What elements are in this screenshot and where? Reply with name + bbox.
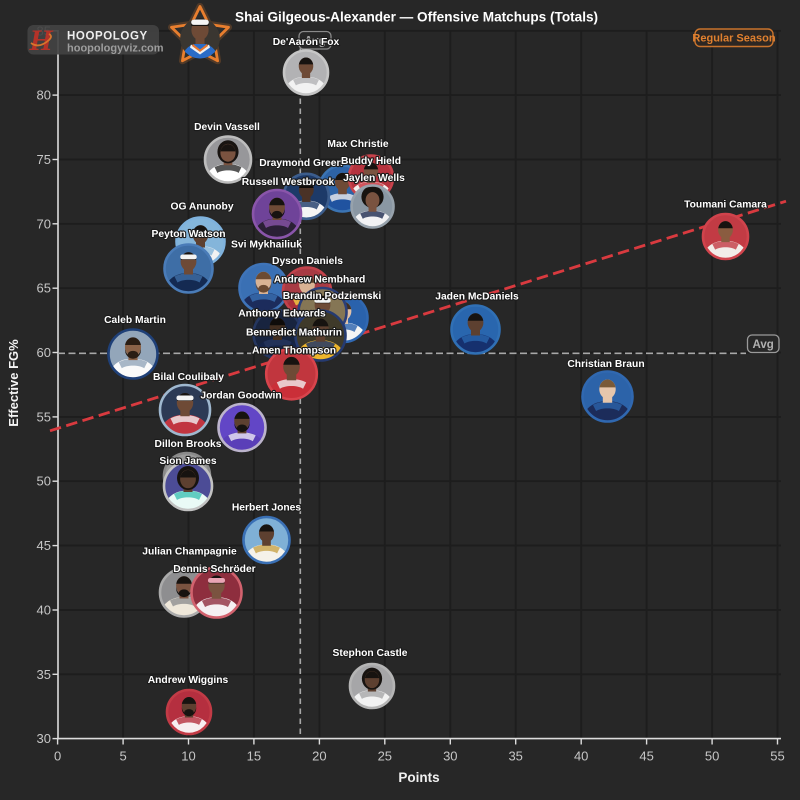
svg-text:45: 45	[37, 538, 51, 553]
svg-text:80: 80	[37, 88, 51, 103]
svg-text:75: 75	[37, 152, 51, 167]
svg-text:Points: Points	[398, 770, 439, 785]
svg-text:50: 50	[37, 474, 51, 489]
svg-text:35: 35	[37, 667, 51, 682]
svg-text:Caleb Martin: Caleb Martin	[104, 315, 166, 326]
svg-text:Andrew Wiggins: Andrew Wiggins	[148, 675, 229, 686]
svg-text:Toumani Camara: Toumani Camara	[684, 200, 767, 211]
svg-text:Russell Westbrook: Russell Westbrook	[242, 177, 335, 188]
svg-text:Bennedict Mathurin: Bennedict Mathurin	[246, 328, 342, 339]
svg-text:Draymond Green: Draymond Green	[259, 158, 343, 169]
svg-text:Jaden McDaniels: Jaden McDaniels	[435, 292, 519, 303]
svg-text:0: 0	[54, 749, 61, 764]
svg-text:20: 20	[312, 749, 326, 764]
svg-text:Dennis Schröder: Dennis Schröder	[173, 564, 255, 575]
svg-text:De'Aaron Fox: De'Aaron Fox	[273, 37, 340, 48]
svg-text:40: 40	[37, 603, 51, 618]
svg-text:50: 50	[705, 749, 719, 764]
svg-text:Buddy Hield: Buddy Hield	[341, 156, 401, 167]
svg-text:Bilal Coulibaly: Bilal Coulibaly	[153, 372, 224, 383]
svg-text:70: 70	[37, 216, 51, 231]
svg-text:Svi Mykhailiuk: Svi Mykhailiuk	[231, 240, 302, 251]
svg-text:65: 65	[37, 281, 51, 296]
svg-text:Jaylen Wells: Jaylen Wells	[343, 173, 405, 184]
svg-text:10: 10	[181, 749, 195, 764]
svg-text:Regular Season: Regular Season	[692, 33, 775, 45]
svg-text:Dillon Brooks: Dillon Brooks	[155, 439, 222, 450]
svg-text:Effective FG%: Effective FG%	[6, 339, 21, 427]
svg-text:40: 40	[574, 749, 588, 764]
svg-text:Christian Braun: Christian Braun	[567, 359, 644, 370]
svg-text:5: 5	[119, 749, 126, 764]
svg-text:Julian Champagnie: Julian Champagnie	[142, 547, 237, 558]
svg-text:Avg: Avg	[753, 339, 774, 351]
svg-text:Peyton Watson: Peyton Watson	[152, 229, 226, 240]
svg-text:55: 55	[37, 409, 51, 424]
svg-text:H: H	[28, 24, 54, 57]
svg-text:Shai Gilgeous-Alexander — Offe: Shai Gilgeous-Alexander — Offensive Matc…	[235, 10, 598, 25]
svg-text:15: 15	[247, 749, 261, 764]
svg-text:Max Christie: Max Christie	[327, 139, 389, 150]
svg-text:60: 60	[37, 345, 51, 360]
svg-text:Jordan Goodwin: Jordan Goodwin	[200, 391, 281, 402]
svg-text:Avg: Avg	[304, 35, 325, 47]
svg-text:35: 35	[508, 749, 522, 764]
svg-text:45: 45	[639, 749, 653, 764]
svg-text:HOOPOLOGY: HOOPOLOGY	[67, 31, 148, 43]
svg-text:Dyson Daniels: Dyson Daniels	[272, 256, 343, 267]
svg-text:Brandin Podziemski: Brandin Podziemski	[283, 291, 382, 302]
svg-text:Herbert Jones: Herbert Jones	[232, 503, 302, 514]
svg-text:Devin Vassell: Devin Vassell	[194, 122, 260, 133]
svg-text:Amen Thompson: Amen Thompson	[252, 346, 336, 357]
svg-text:Andrew Nembhard: Andrew Nembhard	[274, 275, 366, 286]
svg-text:30: 30	[443, 749, 457, 764]
svg-text:Sion James: Sion James	[159, 456, 217, 467]
svg-text:Stephon Castle: Stephon Castle	[333, 648, 408, 659]
svg-text:55: 55	[770, 749, 784, 764]
svg-text:Anthony Edwards: Anthony Edwards	[238, 309, 326, 320]
svg-text:25: 25	[378, 749, 392, 764]
svg-text:hoopologyviz.com: hoopologyviz.com	[67, 43, 164, 55]
svg-text:30: 30	[37, 731, 51, 746]
svg-text:OG Anunoby: OG Anunoby	[170, 202, 233, 213]
